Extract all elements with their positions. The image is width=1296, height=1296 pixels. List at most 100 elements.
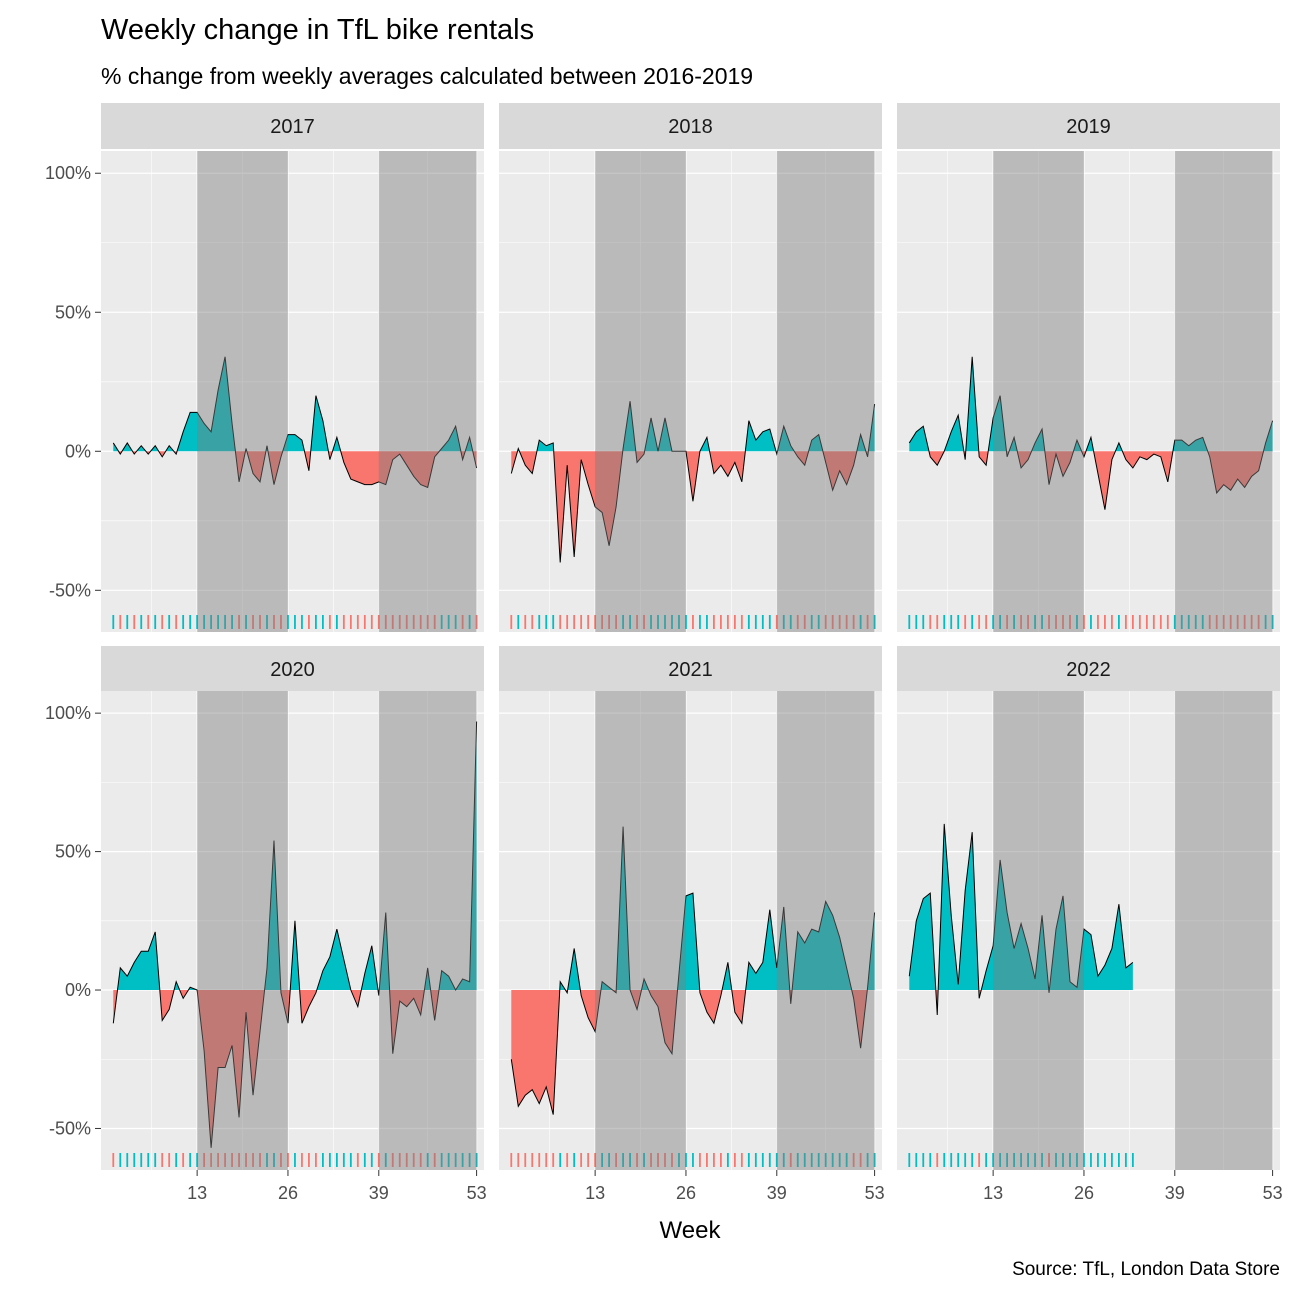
x-axis-title: Week — [660, 1217, 722, 1244]
shaded-range — [1174, 151, 1273, 632]
panel-background — [897, 151, 1280, 632]
series-line-2020 — [112, 721, 478, 1148]
positive-area-2021-15 — [745, 906, 790, 991]
positive-area-2018-3 — [536, 440, 554, 452]
negative-area-2018-4 — [553, 451, 623, 563]
negative-area-2018-2 — [519, 451, 537, 474]
positive-area-2019-8 — [1009, 437, 1018, 452]
x-tick-label: 39 — [369, 1183, 389, 1203]
strip-2021 — [499, 646, 882, 692]
negative-area-2017-7 — [158, 451, 166, 457]
chart-title: Weekly change in TfL bike rentals — [101, 14, 535, 46]
negative-area-2020-16 — [389, 990, 425, 1054]
negative-area-2018-10 — [709, 451, 746, 482]
positive-area-2020-7 — [264, 840, 281, 991]
positive-area-2020-9 — [290, 920, 300, 991]
positive-area-2021-7 — [616, 826, 631, 991]
shaded-range — [776, 151, 875, 632]
series-line-2021 — [510, 826, 876, 1115]
positive-area-2019-16 — [1115, 442, 1123, 452]
positive-area-2019-6 — [988, 395, 1007, 452]
shaded-range — [776, 691, 875, 1170]
negative-area-2021-10 — [648, 990, 678, 1054]
negative-area-2020-12 — [350, 990, 362, 1007]
positive-area-2022-6 — [1049, 895, 1133, 991]
strip-label: 2017 — [270, 116, 315, 138]
y-tick-label: -50% — [49, 580, 91, 600]
panel-2019: 2019 — [897, 103, 1280, 632]
x-tick-label: 13 — [187, 1183, 207, 1203]
positive-area-2017-6 — [150, 445, 159, 452]
x-tick-label: 39 — [1165, 1183, 1185, 1203]
negative-area-2020-8 — [280, 990, 291, 1024]
positive-area-2019-10 — [1031, 429, 1045, 452]
chart-caption: Source: TfL, London Data Store — [1012, 1259, 1280, 1280]
x-tick-label: 53 — [865, 1183, 885, 1203]
positive-area-2019-12 — [1073, 440, 1082, 452]
positive-area-2019-14 — [1085, 437, 1094, 452]
positive-area-2018-7 — [644, 417, 686, 452]
negative-area-2017-11 — [235, 451, 246, 482]
x-tick-label: 13 — [983, 1183, 1003, 1203]
negative-area-2021-12 — [699, 990, 723, 1024]
negative-area-2020-18 — [430, 990, 439, 1021]
negative-area-2019-9 — [1017, 451, 1032, 468]
positive-area-2022-0 — [909, 893, 936, 991]
strip-label: 2022 — [1066, 659, 1111, 681]
positive-area-2019-0 — [909, 426, 929, 452]
x-tick-label: 26 — [676, 1183, 696, 1203]
shaded-range — [595, 151, 686, 632]
negative-area-2018-6 — [635, 451, 645, 463]
positive-area-2021-3 — [567, 948, 581, 991]
shaded-range — [595, 691, 686, 1170]
positive-area-2020-13 — [361, 945, 379, 991]
positive-area-2021-9 — [641, 978, 649, 991]
x-tick-label: 53 — [467, 1183, 487, 1203]
y-tick-label: -50% — [49, 1118, 91, 1138]
x-tick-label: 26 — [278, 1183, 298, 1203]
positive-area-2021-13 — [722, 962, 732, 991]
positive-area-2017-20 — [332, 437, 341, 452]
x-tick-label: 26 — [1074, 1183, 1094, 1203]
strip-2017 — [101, 103, 484, 149]
negative-area-2019-17 — [1122, 451, 1173, 482]
positive-area-2020-15 — [379, 912, 390, 991]
shaded-range — [993, 691, 1084, 1170]
positive-area-2019-4 — [965, 356, 979, 452]
y-tick-label: 50% — [55, 842, 91, 862]
negative-area-2019-15 — [1093, 451, 1116, 510]
negative-area-2018-8 — [685, 451, 700, 502]
strip-label: 2021 — [668, 659, 713, 681]
negative-area-2019-1 — [928, 451, 945, 466]
positive-area-2022-4 — [981, 859, 1049, 991]
chart-subtitle: % change from weekly averages calculated… — [101, 63, 754, 89]
strip-2018 — [499, 103, 882, 149]
y-tick-label: 100% — [45, 163, 91, 183]
positive-area-2020-17 — [424, 967, 431, 991]
negative-area-2021-14 — [731, 990, 746, 1024]
positive-area-2017-8 — [165, 445, 174, 452]
shaded-range — [378, 151, 477, 632]
positive-area-2017-18 — [310, 395, 329, 452]
panel-2022: 2022 13 26 39 53 — [897, 646, 1283, 1203]
negative-area-2020-2 — [159, 990, 175, 1021]
positive-area-2021-17 — [792, 901, 852, 991]
strip-2020 — [101, 646, 484, 692]
y-tick-label: 0% — [65, 980, 91, 1000]
positive-area-2017-4 — [136, 445, 146, 452]
series-line-2017 — [112, 356, 478, 489]
positive-area-2017-10 — [177, 356, 236, 452]
positive-area-2020-11 — [316, 929, 351, 991]
shaded-range — [197, 691, 288, 1170]
strip-2019 — [897, 103, 1280, 149]
negative-area-2018-0 — [511, 451, 518, 474]
panel-background — [897, 691, 1280, 1170]
positive-area-2019-2 — [944, 415, 964, 452]
negative-area-2021-4 — [580, 990, 601, 1032]
shaded-range — [993, 151, 1084, 632]
shaded-range — [378, 691, 477, 1170]
panel-2018: 2018 — [499, 103, 882, 632]
negative-area-2019-19 — [1207, 451, 1264, 493]
positive-area-2018-11 — [745, 420, 777, 452]
